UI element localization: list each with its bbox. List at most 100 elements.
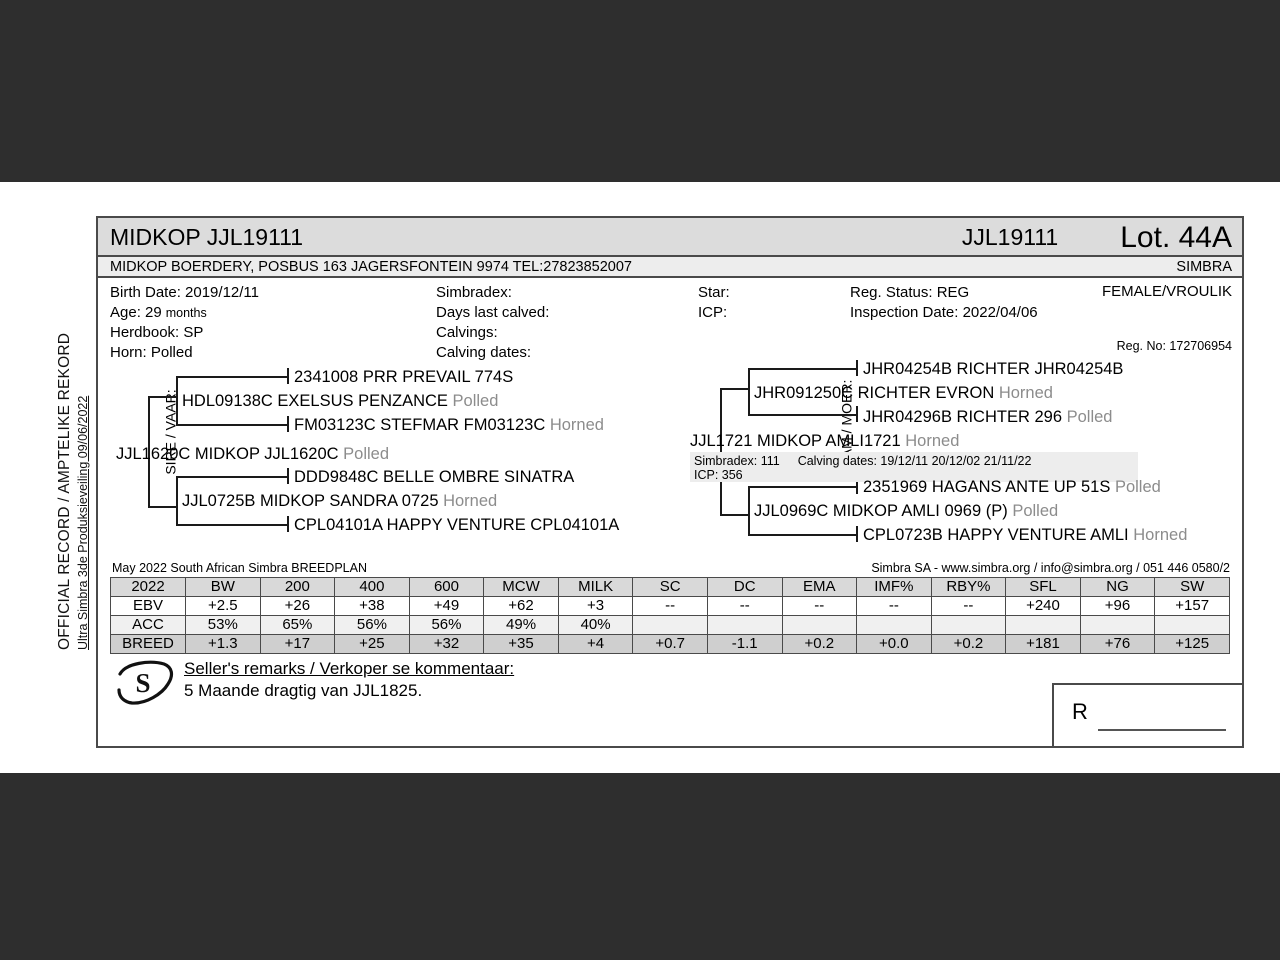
dam-dam-arm-top [748, 486, 858, 488]
sire-pedigree: SIRE / VAAR: 2341008 PRR PREVAIL 774S [98, 364, 672, 560]
node-name: JHR04254B RICHTER JHR04254B [863, 360, 1124, 378]
breedplan-row-acc: ACC 53% 65% 56% 56% 49% 40% [110, 615, 1230, 635]
auction-label: Ultra Simbra 3de Produksieveiling 09/06/… [76, 395, 90, 650]
table-cell: +157 [1154, 596, 1230, 616]
table-cell: 49% [483, 615, 559, 635]
table-cell: +3 [557, 596, 634, 616]
table-cell: +32 [408, 634, 485, 654]
row-label: EBV [110, 596, 186, 616]
remarks-body: 5 Maande dragtig van JJL1825. [184, 681, 423, 700]
table-cell [706, 615, 783, 635]
table-cell: 53% [185, 615, 261, 635]
node-horn: Polled [343, 445, 390, 463]
dam-sire-node: JHR091250C RICHTER EVRON Horned [754, 385, 1053, 402]
dam-simbradex: Simbradex: 111 [694, 454, 780, 468]
icp: ICP: [698, 304, 728, 321]
remarks-title: Seller's remarks / Verkoper se kommentaa… [184, 659, 515, 678]
tick-gp2 [287, 416, 289, 432]
lot-number: Lot. 44A [1120, 221, 1232, 254]
table-cell: +0.7 [632, 634, 708, 654]
tick-gp3 [287, 468, 289, 484]
calving-dates: Calving dates: [436, 344, 532, 361]
inspection-date: Inspection Date: 2022/04/06 [850, 304, 1038, 321]
dam-sire-dam-node: JHR04296B RICHTER 296 Polled [863, 409, 1112, 426]
price-write-in-line[interactable] [1098, 729, 1226, 731]
table-cell [1005, 615, 1081, 635]
breedplan-col-400: 400 [334, 577, 410, 597]
sire-arm-bottom [148, 506, 178, 508]
tick-gp1 [287, 368, 289, 384]
title-bar: MIDKOP JJL19111 JJL19111 Lot. 44A [98, 218, 1242, 257]
node-name: JJL1620C MIDKOP JJL1620C [116, 445, 339, 463]
node-horn: Horned [905, 432, 960, 450]
sire-sire-spine [176, 376, 178, 426]
simbradex: Simbradex: [436, 284, 512, 301]
breedplan-row-breed: BREED +1.3 +17 +25 +32 +35 +4 +0.7 -1.1 +0.2 +0.0 +… [110, 634, 1230, 654]
dam-dam-arm-bottom [748, 534, 858, 536]
table-cell: +76 [1079, 634, 1156, 654]
reg-status: Reg. Status: REG [850, 284, 970, 301]
pedigree-chart: SIRE / VAAR: 2341008 PRR PREVAIL 774S [98, 360, 1242, 560]
tick-gd3 [856, 478, 858, 494]
dam-icp: ICP: 356 [694, 468, 743, 482]
node-horn: Polled [1012, 502, 1059, 520]
table-cell [1154, 615, 1230, 635]
row-label: ACC [110, 615, 186, 635]
animal-tag: JJL19111 [961, 224, 1059, 250]
simbra-contact: Simbra SA - www.simbra.org / info@simbra… [871, 561, 1230, 575]
node-name: JJL1721 MIDKOP AMLI1721 [690, 432, 901, 450]
row-label: BREED [110, 634, 186, 654]
table-cell: +38 [334, 596, 410, 616]
table-cell [930, 615, 1007, 635]
star: Star: [698, 284, 730, 301]
breedplan-col-600: 600 [408, 577, 485, 597]
table-cell: +2.5 [185, 596, 261, 616]
price-currency-symbol: R [1072, 699, 1088, 724]
table-cell: 40% [557, 615, 634, 635]
table-cell: +17 [259, 634, 336, 654]
table-cell: +62 [483, 596, 559, 616]
official-record-label: OFFICIAL RECORD / AMPTELIKE REKORD [56, 332, 73, 650]
breeder-address: MIDKOP BOERDERY, POSBUS 163 JAGERSFONTEI… [110, 258, 632, 275]
breedplan-col-mcw: MCW [483, 577, 559, 597]
breeder-bar: MIDKOP BOERDERY, POSBUS 163 JAGERSFONTEI… [98, 257, 1242, 278]
breedplan-row-ebv: EBV +2.5 +26 +38 +49 +62 +3 -- -- -- -- -- +240 +96 +1… [110, 596, 1230, 616]
tick-gd1 [856, 360, 858, 376]
table-cell: +35 [483, 634, 559, 654]
node-name: CPL04101A HAPPY VENTURE CPL04101A [294, 516, 620, 534]
dam-spine [720, 388, 722, 514]
tick-gp4 [287, 516, 289, 532]
table-cell: -- [706, 596, 783, 616]
herdbook: Herdbook: SP [110, 324, 204, 341]
dam-sire-arm-bottom [748, 414, 858, 416]
node-name: 2351969 HAGANS ANTE UP 51S [863, 478, 1111, 496]
sire-node: JJL1620C MIDKOP JJL1620C Polled [116, 446, 389, 463]
sire-sire-arm-top [176, 376, 289, 378]
breedplan-col-milk: MILK [557, 577, 634, 597]
sellers-remarks-section: S Seller's remarks / Verkoper se komment… [98, 654, 1242, 746]
breedplan-col-ema: EMA [781, 577, 858, 597]
price-box[interactable]: R [1052, 683, 1242, 746]
table-cell: -1.1 [706, 634, 783, 654]
animal-name: MIDKOP JJL19111 [110, 224, 304, 250]
dam-dam-dam-node: CPL0723B HAPPY VENTURE AMLI Horned [863, 527, 1187, 544]
table-cell: -- [781, 596, 858, 616]
table-cell: 56% [408, 615, 485, 635]
table-cell [1079, 615, 1156, 635]
table-cell [856, 615, 932, 635]
sire-dam-sire-node: DDD9848C BELLE OMBRE SINATRA [294, 469, 574, 486]
details-column-4: Reg. Status: REG Inspection Date: 2022/0… [850, 283, 1038, 323]
sire-dam-node: JJL0725B MIDKOP SANDRA 0725 Horned [182, 493, 497, 510]
dam-arm-top [720, 388, 750, 390]
remarks-text: Seller's remarks / Verkoper se kommentaa… [184, 658, 514, 702]
dam-sire-arm-top [748, 368, 858, 370]
age: Age: 29 months [110, 304, 207, 321]
dam-sire-sire-node: JHR04254B RICHTER JHR04254B [863, 361, 1123, 378]
calvings: Calvings: [436, 324, 498, 341]
dam-statistics: Simbradex: 111 Calving dates: 19/12/11 20… [690, 452, 1138, 482]
dam-dam-node: JJL0969C MIDKOP AMLI 0969 (P) Polled [754, 503, 1058, 520]
table-cell: +49 [408, 596, 485, 616]
sire-sire-sire-node: 2341008 PRR PREVAIL 774S [294, 369, 513, 386]
breedplan-col-sfl: SFL [1005, 577, 1081, 597]
node-horn: Horned [443, 492, 498, 510]
